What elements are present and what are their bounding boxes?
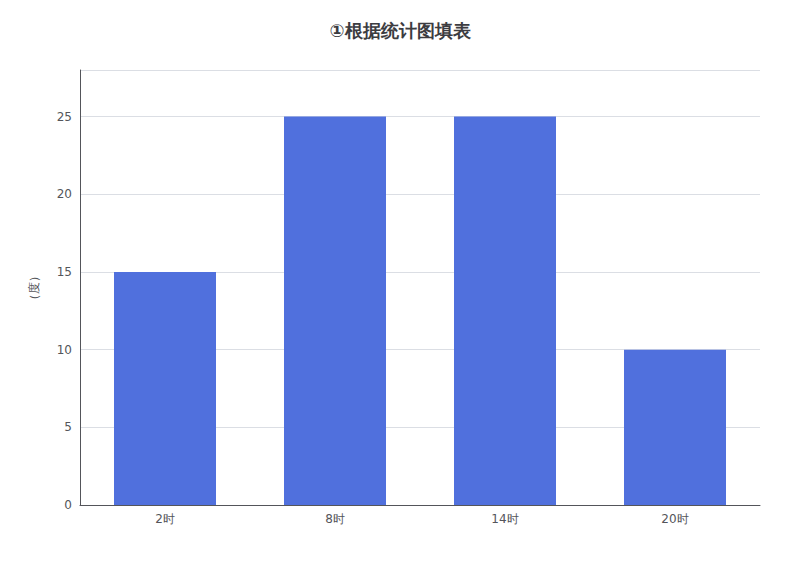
svg-text:①根据统计图填表: ①根据统计图填表 [329,20,470,41]
svg-text:20: 20 [57,187,72,201]
svg-text:25: 25 [57,110,72,124]
svg-text:20时: 20时 [661,512,688,526]
svg-text:15: 15 [57,265,72,279]
svg-text:8时: 8时 [325,512,345,526]
svg-text:5: 5 [64,420,72,434]
svg-text:（度）: （度） [27,270,41,306]
svg-text:10: 10 [57,343,72,357]
svg-text:2时: 2时 [155,512,175,526]
svg-text:14时: 14时 [491,512,518,526]
svg-text:0: 0 [64,498,72,512]
